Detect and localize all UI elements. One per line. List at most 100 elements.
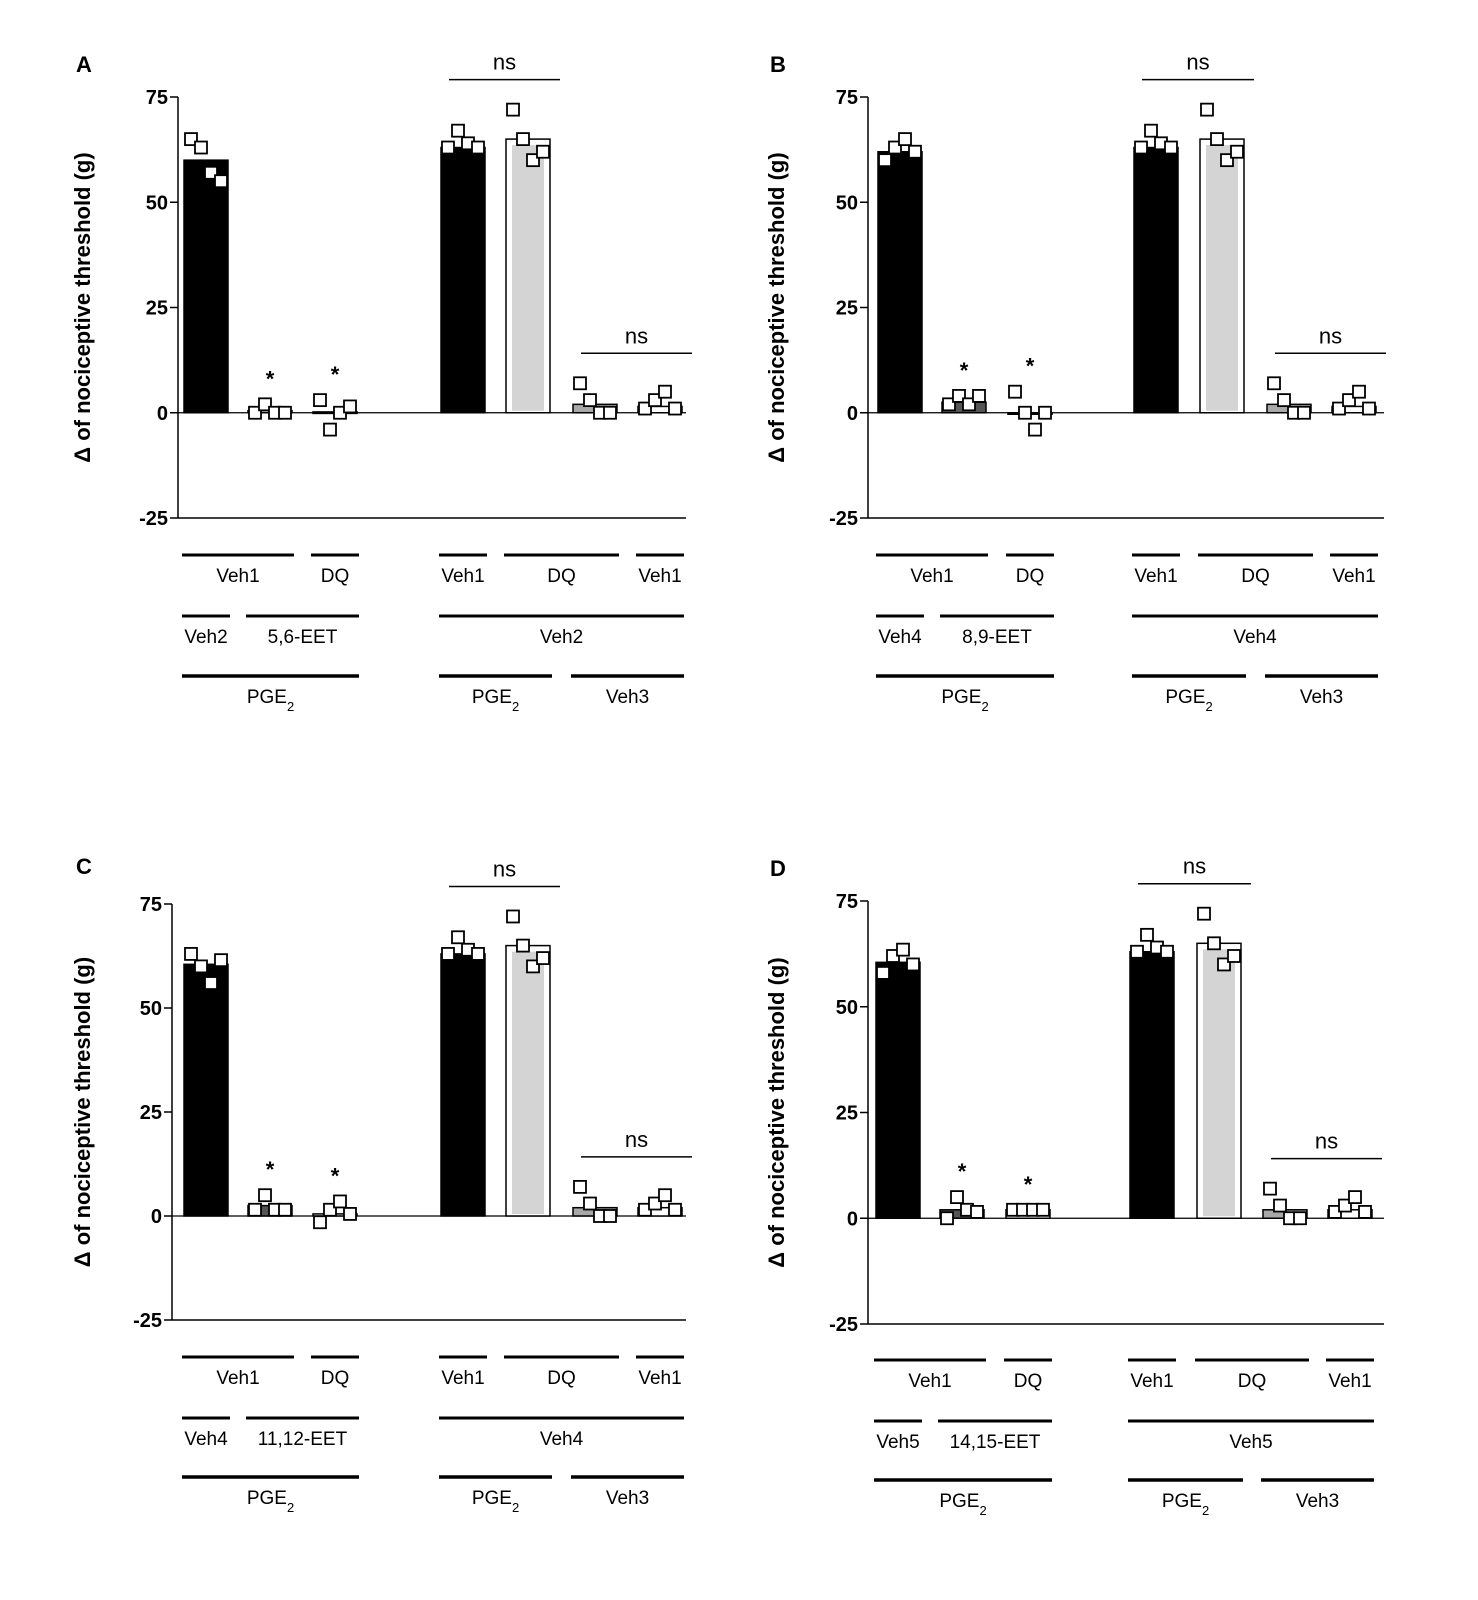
data-point xyxy=(898,132,912,147)
bar-fill xyxy=(1203,949,1235,1217)
data-point xyxy=(1130,944,1144,959)
group-label: Veh4 xyxy=(184,1429,228,1450)
data-point xyxy=(258,397,272,412)
data-point xyxy=(194,959,208,974)
data-point xyxy=(1352,384,1366,399)
data-point xyxy=(441,140,455,155)
y-tick-label: 25 xyxy=(146,298,168,320)
group-label: DQ xyxy=(1238,1371,1267,1392)
data-point xyxy=(516,132,530,147)
group-label: PGE2 xyxy=(247,687,294,714)
bar xyxy=(877,150,923,414)
data-point xyxy=(573,1179,587,1194)
subscript: 2 xyxy=(512,1500,519,1515)
subscript: 2 xyxy=(981,699,988,714)
data-point xyxy=(1273,1198,1287,1213)
data-point xyxy=(1263,1181,1277,1196)
bar xyxy=(183,963,229,1217)
group-label: Veh4 xyxy=(878,627,922,648)
data-point xyxy=(516,938,530,953)
data-point xyxy=(1332,401,1346,416)
ns-label: ns xyxy=(1186,50,1209,75)
significance-star: * xyxy=(958,1159,967,1184)
group-label: PGE2 xyxy=(1165,687,1212,714)
y-tick-label: 0 xyxy=(847,403,858,425)
group-label: Veh1 xyxy=(910,566,953,587)
data-point xyxy=(583,393,597,408)
bar-fill xyxy=(512,145,544,411)
data-point xyxy=(278,1202,292,1217)
subscript: 2 xyxy=(287,1500,294,1515)
data-point xyxy=(214,953,228,968)
data-point xyxy=(573,376,587,391)
bar xyxy=(875,961,921,1220)
data-point xyxy=(1018,405,1032,420)
data-point xyxy=(1362,401,1376,416)
group-label: Veh2 xyxy=(540,627,583,648)
data-point xyxy=(603,1209,617,1223)
data-point xyxy=(1028,422,1042,437)
data-point xyxy=(942,397,956,412)
data-point xyxy=(451,930,465,945)
significance-star: * xyxy=(1026,354,1035,379)
data-point xyxy=(441,947,455,961)
bar-fill xyxy=(512,951,544,1214)
data-point xyxy=(184,947,198,961)
data-point xyxy=(506,909,520,924)
y-axis-label: Δ of nociceptive threshold (g) xyxy=(70,152,95,462)
data-point xyxy=(248,405,262,420)
data-point xyxy=(258,1188,272,1203)
y-tick-label: 75 xyxy=(836,891,858,913)
y-tick-label: 50 xyxy=(836,192,858,214)
y-tick-label: 75 xyxy=(146,87,168,109)
data-point xyxy=(896,942,910,957)
data-point xyxy=(668,1202,682,1217)
data-point xyxy=(1197,906,1211,921)
group-label: Veh3 xyxy=(1296,1491,1339,1512)
group-label: Veh3 xyxy=(606,1488,649,1509)
ns-label: ns xyxy=(1315,1129,1338,1154)
subscript: 2 xyxy=(1205,699,1212,714)
bar xyxy=(440,953,486,1217)
y-tick-label: 0 xyxy=(151,1206,162,1228)
data-point xyxy=(950,1190,964,1204)
data-point xyxy=(278,405,292,420)
panel-letter: D xyxy=(770,856,786,881)
group-label: DQ xyxy=(547,1368,576,1389)
bar xyxy=(183,159,229,414)
group-label: 5,6-EET xyxy=(268,627,338,648)
data-point xyxy=(1160,944,1174,959)
panel-letter: C xyxy=(76,854,92,879)
y-tick-label: 75 xyxy=(836,87,858,109)
ns-label: ns xyxy=(625,1127,648,1152)
data-point xyxy=(343,1207,357,1221)
data-point xyxy=(184,132,198,147)
bar xyxy=(1133,146,1179,414)
data-point xyxy=(1134,140,1148,155)
y-tick-label: 50 xyxy=(836,997,858,1019)
subscript: 2 xyxy=(1202,1503,1209,1518)
data-point xyxy=(1164,140,1178,155)
data-point xyxy=(972,389,986,403)
data-point xyxy=(471,140,485,155)
y-tick-label: 75 xyxy=(140,894,162,916)
data-point xyxy=(1297,405,1311,420)
data-point xyxy=(648,393,662,408)
y-tick-label: 25 xyxy=(140,1102,162,1124)
data-point xyxy=(1220,153,1234,168)
data-point xyxy=(648,1196,662,1211)
significance-star: * xyxy=(331,362,340,387)
panel-b: B Δ of nociceptive threshold (g) 75 50 25 0 -2… xyxy=(764,50,1386,714)
bar xyxy=(440,146,486,414)
y-tick-label: -25 xyxy=(133,1310,162,1332)
data-point xyxy=(1338,1198,1352,1213)
data-point xyxy=(526,153,540,168)
data-point xyxy=(536,144,550,159)
y-axis-label: Δ of nociceptive threshold (g) xyxy=(70,957,95,1267)
group-label: Veh1 xyxy=(441,1368,484,1389)
group-label: PGE2 xyxy=(941,687,988,714)
group-label: Veh2 xyxy=(184,627,227,648)
group-label: Veh1 xyxy=(638,566,681,587)
data-point xyxy=(1210,132,1224,147)
group-label: PGE2 xyxy=(939,1491,986,1518)
